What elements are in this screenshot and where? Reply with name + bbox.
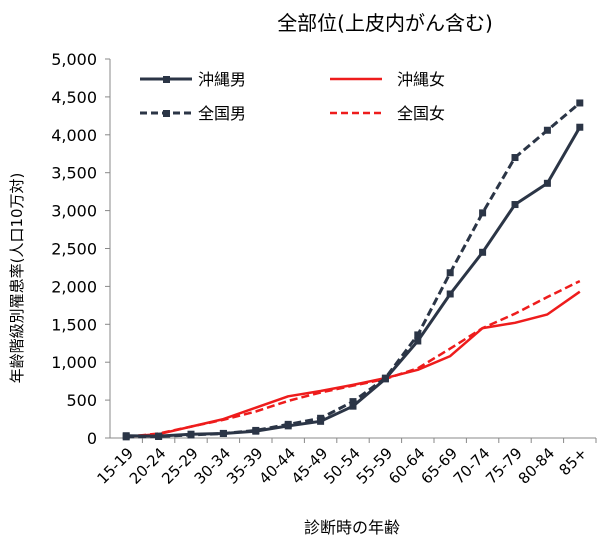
legend-item-national-male: 全国男 [140,104,246,123]
series-line-2 [126,290,581,438]
legend-marker-okinawa-male [163,76,170,83]
chart-title: 全部位(上皮内がん含む) [277,11,493,35]
y-tick-label: 3,000 [51,202,97,221]
series-group [122,99,584,441]
data-point [479,209,487,217]
x-tick-label: 65-69 [417,444,461,488]
y-tick-label: 2,500 [51,240,97,259]
legend-label-national-male: 全国男 [198,104,246,123]
data-point [479,248,487,256]
x-tick-label: 85+ [556,444,591,479]
y-tick-label: 1,000 [51,353,97,372]
y-tick-label: 0 [87,429,97,448]
x-tick-label: 70-74 [450,444,494,488]
x-tick-label: 35-39 [223,444,267,488]
data-point [543,179,551,187]
y-tick-label: 5,000 [51,50,97,69]
legend-marker-national-male [163,110,170,117]
y-tick-label: 2,000 [51,277,97,296]
y-axis-label: 年齢階級別罹患率(人口10万対) [8,173,26,384]
x-tick-label: 40-44 [255,444,299,488]
y-tick-label: 4,500 [51,88,97,107]
x-tick-label: 30-34 [191,444,235,488]
y-tick-label: 3,500 [51,164,97,183]
data-point [252,426,260,434]
x-tick-label: 25-29 [158,444,202,488]
data-point [381,374,389,382]
y-tick-label: 4,000 [51,126,97,145]
data-point [446,269,454,277]
x-tick-label: 55-59 [353,444,397,488]
x-ticks: 15-1920-2425-2930-3435-3940-4445-4950-54… [93,438,597,488]
legend-item-okinawa-male: 沖縄男 [140,70,246,89]
x-tick-label: 20-24 [126,444,170,488]
data-point [349,398,357,406]
data-point [543,126,551,134]
x-tick-label: 50-54 [320,444,364,488]
x-tick-label: 45-49 [288,444,332,488]
data-point [576,99,584,107]
legend-label-okinawa-male: 沖縄男 [198,70,246,89]
data-point [511,154,519,162]
data-point [446,290,454,298]
data-point [284,420,292,428]
data-point [511,201,519,209]
y-tick-label: 1,500 [51,315,97,334]
data-point [219,429,227,437]
x-tick-label: 80-84 [515,444,559,488]
data-point [317,414,325,422]
data-point [414,331,422,339]
series-line-0 [126,126,582,438]
data-point [155,432,163,440]
data-point [576,123,584,131]
legend: 沖縄男 沖縄女 全国男 全国女 [140,70,445,123]
data-point [349,402,357,410]
series-line-3 [126,279,581,439]
x-axis-label: 診断時の年齢 [304,518,400,537]
data-point [414,337,422,345]
legend-label-okinawa-female: 沖縄女 [397,70,445,89]
x-tick-label: 15-19 [93,444,137,488]
y-ticks: 0 500 1,000 1,500 2,000 2,500 3,000 3,500 4,000 4… [51,50,110,448]
data-point [187,431,195,439]
legend-item-national-female: 全国女 [330,104,445,123]
legend-item-okinawa-female: 沖縄女 [330,70,445,89]
y-tick-label: 500 [66,391,97,410]
legend-label-national-female: 全国女 [397,104,445,123]
data-point [122,433,130,441]
x-tick-label: 60-64 [385,444,429,488]
x-tick-label: 75-79 [482,444,526,488]
